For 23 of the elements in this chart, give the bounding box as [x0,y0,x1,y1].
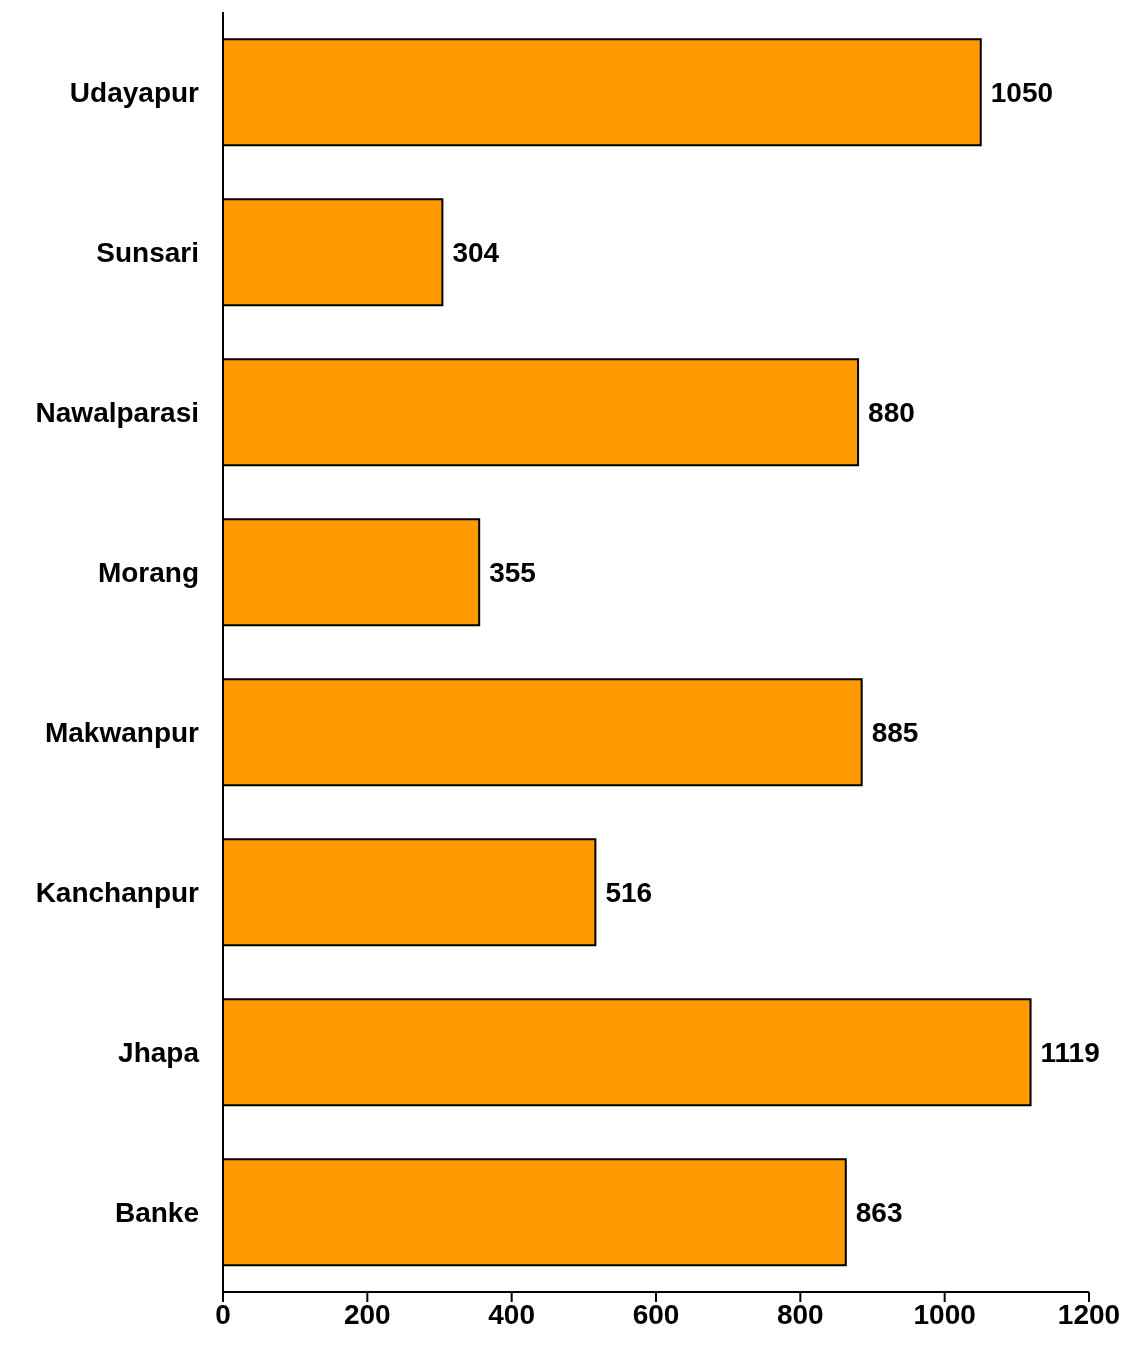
x-tick-label: 600 [632,1298,680,1330]
data-label: 516 [605,877,653,909]
y-tick-label: Nawalparasi [35,396,199,428]
data-label: 355 [489,557,536,589]
x-tick-label: 200 [343,1298,391,1330]
data-label: 1119 [1040,1037,1100,1069]
x-tick-label: 1200 [1057,1298,1121,1330]
data-label: 863 [855,1197,903,1229]
data-label: 880 [868,397,915,429]
y-tick-label: Jhapa [118,1036,200,1068]
data-label: 1050 [990,77,1054,109]
y-tick-label: Kanchanpur [35,876,200,908]
x-tick-label: 800 [776,1298,824,1330]
y-tick-label: Banke [114,1196,199,1228]
data-label: 304 [452,237,500,269]
y-tick-label: Udayapur [69,76,200,108]
x-tick-label: 400 [488,1298,536,1330]
y-tick-label: Sunsari [96,236,199,268]
x-tick-label: 0 [215,1298,231,1330]
data-label: 885 [871,717,919,749]
x-tick-label: 1000 [913,1298,976,1330]
y-tick-label: Morang [97,556,199,588]
y-tick-label: Makwanpur [44,716,200,748]
